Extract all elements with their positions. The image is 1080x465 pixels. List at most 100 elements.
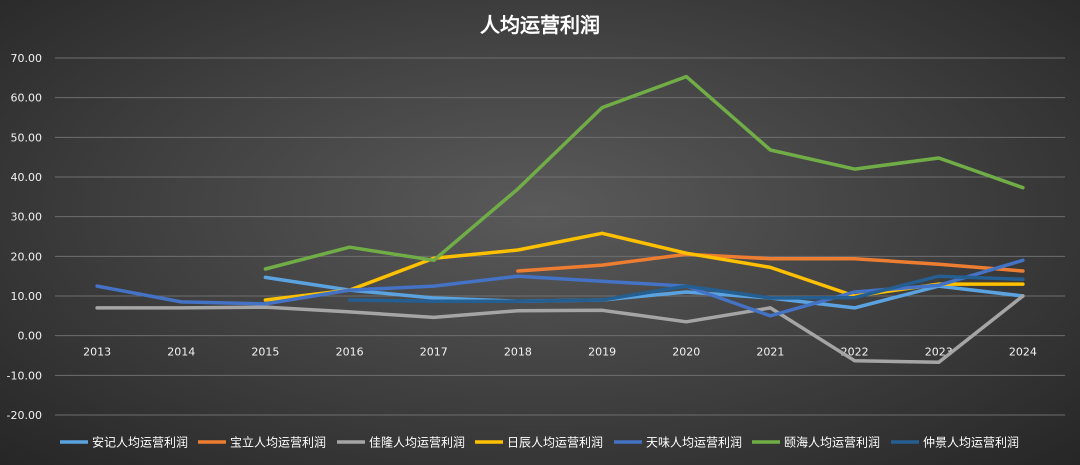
data-point [348,310,352,314]
data-point [95,284,99,288]
data-point [853,257,857,261]
data-point [263,275,267,279]
data-point [600,263,604,267]
data-point [684,251,688,255]
x-tick-label: 2015 [251,346,279,359]
legend-item: 佳隆人均运营利润 [337,435,465,450]
data-point [432,258,436,262]
legend-label: 安记人均运营利润 [92,435,188,450]
legend-item: 颐海人均运营利润 [752,435,880,450]
y-tick-label: 50.00 [11,131,43,144]
data-point [348,288,352,292]
legend-item: 宝立人均运营利润 [198,435,326,450]
series-layer [95,74,1025,364]
data-point [600,106,604,110]
grid-layer [55,57,1065,416]
y-tick-label: 20.00 [11,250,43,263]
legend-label: 颐海人均运营利润 [784,435,880,450]
data-point [684,75,688,79]
data-point [432,299,436,303]
data-point [684,320,688,324]
data-point [768,257,772,261]
y-tick-label: 10.00 [11,290,43,303]
x-axis-ticks: 2013 2014 2015 2016 2017 2018 2019 2020 2021 2022… [83,346,1037,359]
series-7 [347,274,1025,303]
y-tick-label: 0.00 [18,330,43,343]
series-3 [95,294,1025,364]
legend-label: 宝立人均运营利润 [230,435,326,450]
data-point [853,306,857,310]
x-tick-label: 2016 [336,346,364,359]
series-line [263,74,1025,271]
data-point [768,265,772,269]
data-point [1021,269,1025,273]
y-tick-label: -20.00 [7,409,42,422]
y-tick-label: -10.00 [7,369,42,382]
data-point [853,359,857,363]
data-point [432,284,436,288]
series-2 [516,252,1025,273]
data-point [853,296,857,300]
data-point [600,308,604,312]
data-point [684,290,688,294]
data-point [1021,282,1025,286]
data-point [263,267,267,271]
legend-label: 日辰人均运营利润 [507,436,603,450]
data-point [768,314,772,318]
data-point [179,300,183,304]
y-tick-label: 30.00 [11,211,43,224]
legend: 安记人均运营利润 宝立人均运营利润 佳隆人均运营利润 日辰人均运营利润 天味人均运营利润… [60,435,1019,450]
series-line [263,275,1025,310]
y-tick-label: 60.00 [11,92,43,105]
series-6 [263,74,1025,271]
series-line [95,294,1025,364]
data-point [516,299,520,303]
legend-label: 佳隆人均运营利润 [369,435,465,450]
data-point [768,306,772,310]
x-tick-label: 2020 [672,346,700,359]
y-axis-ticks: -20.00 -10.00 0.00 10.00 20.00 30.00 40.00 50.0… [7,52,42,422]
data-point [1021,186,1025,190]
y-tick-label: 70.00 [11,52,43,65]
x-tick-label: 2014 [167,346,195,359]
x-tick-label: 2018 [504,346,532,359]
legend-item: 仲景人均运营利润 [891,436,1019,450]
data-point [263,305,267,309]
data-point [937,360,941,364]
legend-label: 仲景人均运营利润 [923,436,1019,450]
data-point [600,231,604,235]
data-point [516,248,520,252]
data-point [600,279,604,283]
data-point [432,296,436,300]
data-point [937,274,941,278]
series-line [95,258,1025,318]
data-point [853,167,857,171]
data-point [516,187,520,191]
x-tick-label: 2019 [588,346,616,359]
data-point [516,274,520,278]
legend-item: 天味人均运营利润 [614,436,742,450]
x-tick-label: 2024 [1009,346,1037,359]
data-point [263,302,267,306]
data-point [684,284,688,288]
data-point [768,148,772,152]
data-point [348,245,352,249]
data-point [853,290,857,294]
data-point [432,315,436,319]
data-point [768,296,772,300]
legend-label: 天味人均运营利润 [646,436,742,450]
data-point [516,269,520,273]
data-point [1021,277,1025,281]
data-point [600,298,604,302]
data-point [1021,294,1025,298]
data-point [937,283,941,287]
data-point [937,262,941,266]
data-point [95,306,99,310]
legend-item: 日辰人均运营利润 [475,436,603,450]
x-tick-label: 2021 [756,346,784,359]
y-tick-label: 40.00 [11,171,43,184]
data-point [937,156,941,160]
x-tick-label: 2013 [83,346,111,359]
